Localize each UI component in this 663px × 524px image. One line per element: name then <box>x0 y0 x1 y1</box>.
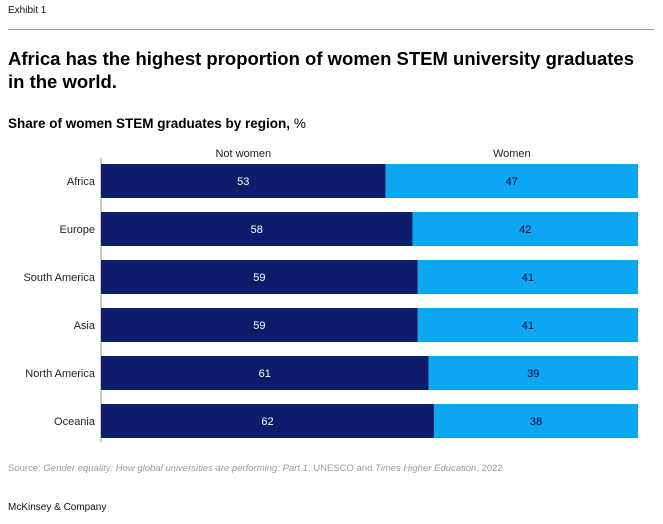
value-label-not-women-south-america: 59 <box>253 272 265 284</box>
chart-subtitle: Share of women STEM graduates by region,… <box>8 116 306 131</box>
stacked-bar-chart: Not women Women Africa 53 47 Europe 58 42 South … <box>23 148 638 442</box>
bar-not-women-africa <box>101 164 386 198</box>
bar-not-women-oceania <box>101 404 434 438</box>
bar-women-south-america <box>417 260 638 294</box>
category-label-africa: Africa <box>67 176 96 188</box>
category-label-north-america: North America <box>25 368 96 380</box>
bar-not-women-europe <box>101 212 413 246</box>
source-title-2: Times Higher Education <box>375 463 477 474</box>
bar-women-africa <box>385 164 638 198</box>
category-label-europe: Europe <box>60 224 95 236</box>
source-mid: , UNESCO and <box>307 463 376 474</box>
value-label-not-women-europe: 58 <box>251 224 263 236</box>
value-label-women-asia: 41 <box>522 320 534 332</box>
bar-not-women-north-america <box>101 356 429 390</box>
value-label-not-women-north-america: 61 <box>259 368 271 380</box>
bar-women-north-america <box>428 356 638 390</box>
chart-title: Africa has the highest proportion of wom… <box>8 48 635 92</box>
bar-women-europe <box>412 212 638 246</box>
bar-women-asia <box>417 308 638 342</box>
source-note: Source: Gender equality: How global univ… <box>8 463 503 474</box>
bar-not-women-south-america <box>101 260 418 294</box>
value-label-not-women-oceania: 62 <box>261 416 273 428</box>
bar-not-women-asia <box>101 308 418 342</box>
source-suffix: , 2022 <box>476 463 503 474</box>
value-label-not-women-asia: 59 <box>253 320 265 332</box>
value-label-women-europe: 42 <box>519 224 531 236</box>
bar-women-oceania <box>433 404 638 438</box>
top-divider <box>8 29 654 30</box>
category-label-oceania: Oceania <box>54 416 96 428</box>
category-label-asia: Asia <box>74 320 96 332</box>
source-prefix: Source: <box>8 463 44 474</box>
value-label-women-africa: 47 <box>506 176 518 188</box>
legend-women: Women <box>493 148 531 160</box>
exhibit-label: Exhibit 1 <box>8 5 47 16</box>
legend-not-women: Not women <box>215 148 271 160</box>
source-title-1: Gender equality: How global universities… <box>43 463 308 474</box>
value-label-women-south-america: 41 <box>522 272 534 284</box>
value-label-not-women-africa: 53 <box>237 176 249 188</box>
value-label-women-oceania: 38 <box>530 416 542 428</box>
subtitle-text: Share of women STEM graduates by region, <box>8 116 291 131</box>
category-label-south-america: South America <box>23 272 95 284</box>
brand-footer: McKinsey & Company <box>8 502 107 513</box>
subtitle-unit: % <box>293 116 306 131</box>
value-label-women-north-america: 39 <box>527 368 539 380</box>
